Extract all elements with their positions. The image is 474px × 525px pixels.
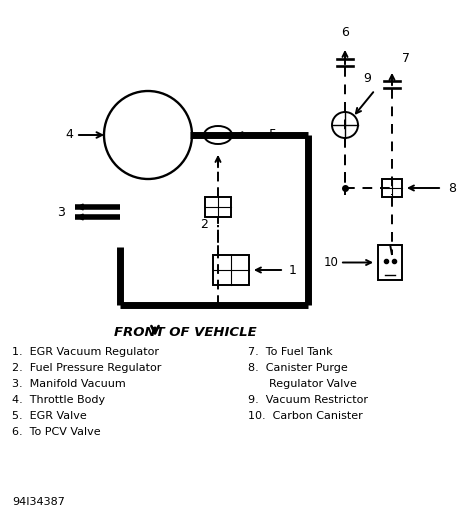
Text: 1.  EGR Vacuum Regulator: 1. EGR Vacuum Regulator xyxy=(12,347,159,357)
Text: 1: 1 xyxy=(289,264,297,277)
Text: 9: 9 xyxy=(363,72,371,86)
FancyBboxPatch shape xyxy=(378,245,402,280)
Text: 6.  To PCV Valve: 6. To PCV Valve xyxy=(12,427,100,437)
Text: 8.  Canister Purge: 8. Canister Purge xyxy=(248,363,348,373)
Text: 7: 7 xyxy=(402,51,410,65)
Circle shape xyxy=(332,112,358,138)
Text: 2: 2 xyxy=(200,218,208,232)
FancyBboxPatch shape xyxy=(213,255,249,285)
Text: 10: 10 xyxy=(324,256,338,269)
Text: 7.  To Fuel Tank: 7. To Fuel Tank xyxy=(248,347,333,357)
Text: 10.  Carbon Canister: 10. Carbon Canister xyxy=(248,411,363,421)
Text: 9.  Vacuum Restrictor: 9. Vacuum Restrictor xyxy=(248,395,368,405)
FancyBboxPatch shape xyxy=(382,179,402,197)
Text: 4: 4 xyxy=(65,129,73,142)
Text: Regulator Valve: Regulator Valve xyxy=(248,379,357,389)
Text: 3: 3 xyxy=(57,205,65,218)
Text: 8: 8 xyxy=(448,182,456,194)
Text: 94I34387: 94I34387 xyxy=(12,497,65,507)
Text: 3.  Manifold Vacuum: 3. Manifold Vacuum xyxy=(12,379,126,389)
Ellipse shape xyxy=(204,126,232,144)
Text: FRONT OF VEHICLE: FRONT OF VEHICLE xyxy=(114,326,256,339)
Text: 4.  Throttle Body: 4. Throttle Body xyxy=(12,395,105,405)
Text: 2.  Fuel Pressure Regulator: 2. Fuel Pressure Regulator xyxy=(12,363,161,373)
Text: 5: 5 xyxy=(269,129,277,142)
FancyBboxPatch shape xyxy=(205,197,231,217)
Text: 6: 6 xyxy=(341,26,349,39)
Text: 5.  EGR Valve: 5. EGR Valve xyxy=(12,411,87,421)
